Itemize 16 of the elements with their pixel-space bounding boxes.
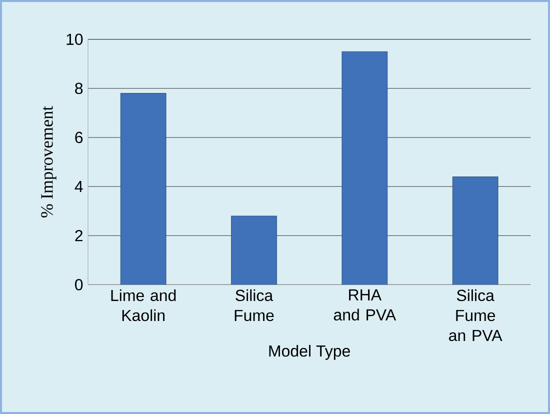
bar — [231, 216, 277, 285]
y-tick-label: 4 — [74, 181, 83, 192]
y-tick-label: 10 — [66, 34, 83, 45]
x-tick-label: RHA and PVA — [334, 289, 396, 321]
x-tick-label: Silica Fume an PVA — [449, 289, 502, 342]
x-axis-title: Model Type — [269, 344, 350, 360]
bar — [120, 93, 166, 285]
y-tick-label: 8 — [75, 82, 83, 94]
y-tick-label: 6 — [75, 132, 83, 144]
x-tick-label: Lime and Kaolin — [111, 289, 176, 322]
x-tick-label: Silica Fume — [234, 289, 274, 322]
bar — [452, 176, 498, 285]
bar — [342, 51, 388, 285]
y-tick-label: 2 — [75, 230, 82, 242]
y-axis-title: % Improvement — [41, 106, 56, 218]
y-tick-label: 0 — [75, 278, 83, 290]
